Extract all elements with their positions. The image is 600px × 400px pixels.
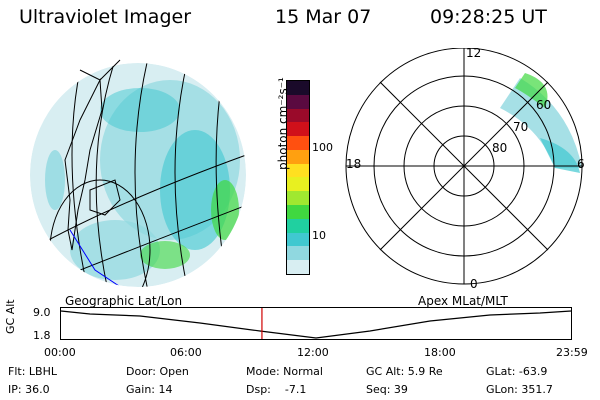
- colorbar-segment: [287, 163, 309, 178]
- timeline-ytick-bottom: 1.8: [33, 329, 51, 342]
- colorbar: [286, 80, 310, 275]
- colorbar-segment: [287, 205, 309, 219]
- polar-map: [345, 48, 583, 285]
- timeline-xtick-0: 00:00: [44, 346, 76, 359]
- coastline: [64, 78, 103, 251]
- status-dsp: Dsp: -7.1: [246, 383, 307, 396]
- geographic-map: [30, 59, 246, 287]
- altitude-curve: [60, 310, 572, 339]
- status-glon: GLon: 351.7: [486, 383, 553, 396]
- instrument-title: Ultraviolet Imager: [19, 6, 192, 28]
- status-glat: GLat: -63.9: [486, 365, 548, 378]
- colorbar-segment: [287, 177, 309, 192]
- timeline-xtick-3: 18:00: [424, 346, 456, 359]
- colorbar-tick-10: 10: [312, 229, 326, 242]
- status-flt: Flt: LBHL: [8, 365, 57, 378]
- date-label: 15 Mar 07: [275, 6, 372, 28]
- mlt-label-12: 12: [466, 46, 482, 60]
- colorbar-segment: [287, 218, 309, 233]
- status-mode: Mode: Normal: [246, 365, 323, 378]
- lat-label-60: 60: [536, 98, 552, 112]
- aurora-emission: [45, 80, 240, 280]
- status-gc-alt: GC Alt: 5.9 Re: [366, 365, 443, 378]
- colorbar-segment: [287, 81, 309, 95]
- timeline-ytick-top: 9.0: [33, 306, 51, 319]
- colorbar-segment: [287, 94, 309, 109]
- left-map-caption: Geographic Lat/Lon: [65, 294, 183, 308]
- status-seq: Seq: 39: [366, 383, 408, 396]
- colorbar-segment: [287, 260, 309, 274]
- colorbar-segment: [287, 191, 309, 206]
- lat-label-70: 70: [513, 120, 529, 134]
- timeline-ylabel: GC Alt: [4, 299, 17, 334]
- status-gain: Gain: 14: [126, 383, 173, 396]
- aurora-emission-polar: [500, 73, 582, 173]
- mlt-label-6: 6: [577, 157, 585, 171]
- colorbar-segment: [287, 122, 309, 137]
- colorbar-unit-label: photon cm⁻²s⁻¹: [276, 77, 290, 170]
- timeline-xtick-1: 06:00: [170, 346, 202, 359]
- timeline-xtick-4: 23:59: [556, 346, 588, 359]
- colorbar-segment: [287, 149, 309, 164]
- colorbar-tick-100: 100: [312, 141, 333, 154]
- lat-label-80: 80: [492, 141, 508, 155]
- colorbar-segment: [287, 246, 309, 261]
- timeline-xtick-2: 12:00: [297, 346, 329, 359]
- time-label: 09:28:25 UT: [430, 6, 547, 28]
- status-ip: IP: 36.0: [8, 383, 50, 396]
- mlt-label-0: 0: [470, 277, 478, 291]
- colorbar-segment: [287, 232, 309, 247]
- mlt-label-18: 18: [346, 157, 362, 171]
- right-map-caption: Apex MLat/MLT: [418, 294, 508, 308]
- colorbar-segment: [287, 136, 309, 150]
- colorbar-segment: [287, 108, 309, 123]
- status-door: Door: Open: [126, 365, 189, 378]
- altitude-timeline: [60, 307, 572, 340]
